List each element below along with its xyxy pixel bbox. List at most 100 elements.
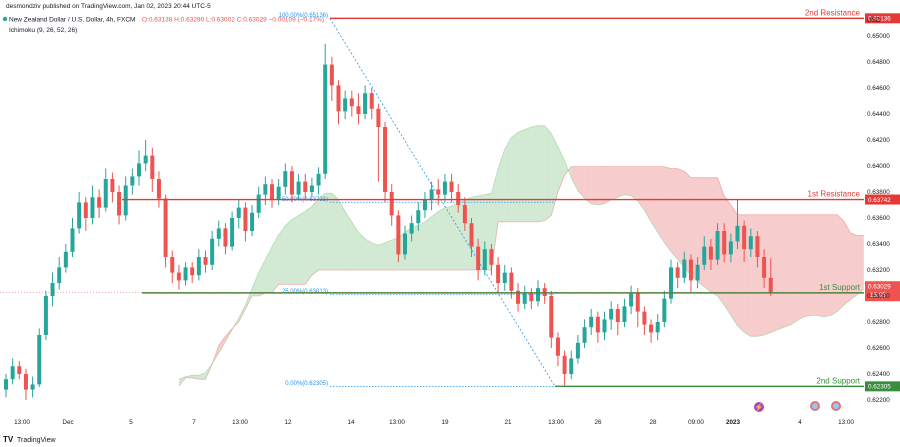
candle-body[interactable] <box>270 184 274 200</box>
candle-body[interactable] <box>555 337 560 356</box>
candle-body[interactable] <box>615 309 620 322</box>
candle-body[interactable] <box>4 379 8 390</box>
candle-body[interactable] <box>329 64 334 86</box>
candle-body[interactable] <box>755 236 760 257</box>
candle-body[interactable] <box>77 202 82 229</box>
candle-body[interactable] <box>309 185 314 193</box>
candle-body[interactable] <box>196 257 201 276</box>
candle-body[interactable] <box>369 93 374 109</box>
candle-body[interactable] <box>203 257 208 265</box>
candle-body[interactable] <box>289 171 294 195</box>
candle-body[interactable] <box>496 264 501 283</box>
candle-body[interactable] <box>522 293 527 304</box>
candle-body[interactable] <box>323 64 328 174</box>
candle-body[interactable] <box>456 192 461 205</box>
candle-body[interactable] <box>17 366 22 374</box>
candle-body[interactable] <box>476 246 481 270</box>
candle-body[interactable] <box>50 283 55 296</box>
candle-body[interactable] <box>509 272 514 291</box>
candle-body[interactable] <box>123 185 128 216</box>
candle-body[interactable] <box>130 176 135 186</box>
candle-body[interactable] <box>516 290 521 304</box>
candle-body[interactable] <box>10 366 15 380</box>
candle-body[interactable] <box>575 342 580 359</box>
candle-body[interactable] <box>349 98 354 107</box>
candle-body[interactable] <box>103 179 108 208</box>
candle-body[interactable] <box>635 293 640 312</box>
candle-body[interactable] <box>363 93 368 114</box>
candle-body[interactable] <box>243 207 248 231</box>
candle-body[interactable] <box>150 155 155 179</box>
candle-body[interactable] <box>143 155 148 164</box>
candle-body[interactable] <box>223 228 228 247</box>
candle-body[interactable] <box>629 293 634 307</box>
candle-body[interactable] <box>582 327 587 343</box>
candle-body[interactable] <box>542 288 547 296</box>
candle-body[interactable] <box>23 374 28 390</box>
candle-body[interactable] <box>216 228 221 239</box>
candle-body[interactable] <box>156 179 161 199</box>
candle-body[interactable] <box>695 264 700 281</box>
candle-body[interactable] <box>462 205 467 224</box>
candle-body[interactable] <box>436 189 441 195</box>
candle-body[interactable] <box>336 85 341 112</box>
candle-body[interactable] <box>236 207 241 218</box>
candle-body[interactable] <box>622 306 627 322</box>
candle-body[interactable] <box>90 197 95 218</box>
candle-body[interactable] <box>688 259 693 281</box>
candle-body[interactable] <box>502 272 507 283</box>
candle-body[interactable] <box>57 267 62 283</box>
candle-body[interactable] <box>263 184 268 195</box>
candle-body[interactable] <box>735 225 740 242</box>
candle-body[interactable] <box>449 181 454 192</box>
candle-body[interactable] <box>389 192 394 216</box>
candle-body[interactable] <box>748 236 753 250</box>
candle-body[interactable] <box>549 296 554 338</box>
candle-body[interactable] <box>303 181 308 192</box>
candle-body[interactable] <box>83 202 88 218</box>
candle-body[interactable] <box>43 296 48 335</box>
candle-body[interactable] <box>682 259 687 278</box>
candle-body[interactable] <box>762 257 767 278</box>
candle-body[interactable] <box>669 267 673 299</box>
candle-body[interactable] <box>210 238 215 265</box>
candle-body[interactable] <box>562 355 567 374</box>
candle-body[interactable] <box>589 316 594 328</box>
event-icon[interactable]: ⚡ <box>754 402 764 412</box>
candle-body[interactable] <box>536 288 540 302</box>
candle-body[interactable] <box>722 231 727 255</box>
candle-body[interactable] <box>482 249 487 270</box>
candle-body[interactable] <box>702 246 707 265</box>
candle-body[interactable] <box>675 267 680 278</box>
candle-body[interactable] <box>715 231 720 260</box>
candle-body[interactable] <box>403 233 407 255</box>
candle-body[interactable] <box>163 198 168 258</box>
candle-body[interactable] <box>176 272 181 281</box>
us-flag-event-icon[interactable] <box>831 401 841 411</box>
candle-body[interactable] <box>183 267 188 281</box>
candle-body[interactable] <box>110 179 115 192</box>
symbol-title[interactable]: New Zealand Dollar / U.S. Dollar, 4h, FX… <box>9 17 135 24</box>
candle-body[interactable] <box>662 298 667 322</box>
candle-body[interactable] <box>63 251 68 268</box>
candle-body[interactable] <box>396 215 401 255</box>
candle-body[interactable] <box>649 324 654 333</box>
candle-body[interactable] <box>283 171 288 187</box>
candle-body[interactable] <box>708 246 713 260</box>
candle-body[interactable] <box>595 316 600 333</box>
candle-body[interactable] <box>97 197 102 208</box>
candle-body[interactable] <box>469 223 474 247</box>
candle-body[interactable] <box>609 309 614 320</box>
candle-body[interactable] <box>296 181 301 195</box>
candle-body[interactable] <box>190 267 195 276</box>
indicator-label[interactable]: Ichimoku (9, 26, 52, 26) <box>9 27 77 34</box>
candle-body[interactable] <box>276 186 281 200</box>
candle-body[interactable] <box>655 322 660 333</box>
candle-body[interactable] <box>416 210 421 224</box>
candle-body[interactable] <box>30 384 35 390</box>
candle-body[interactable] <box>642 311 647 325</box>
candle-body[interactable] <box>70 228 75 252</box>
candle-body[interactable] <box>170 257 175 273</box>
candle-body[interactable] <box>602 319 607 333</box>
